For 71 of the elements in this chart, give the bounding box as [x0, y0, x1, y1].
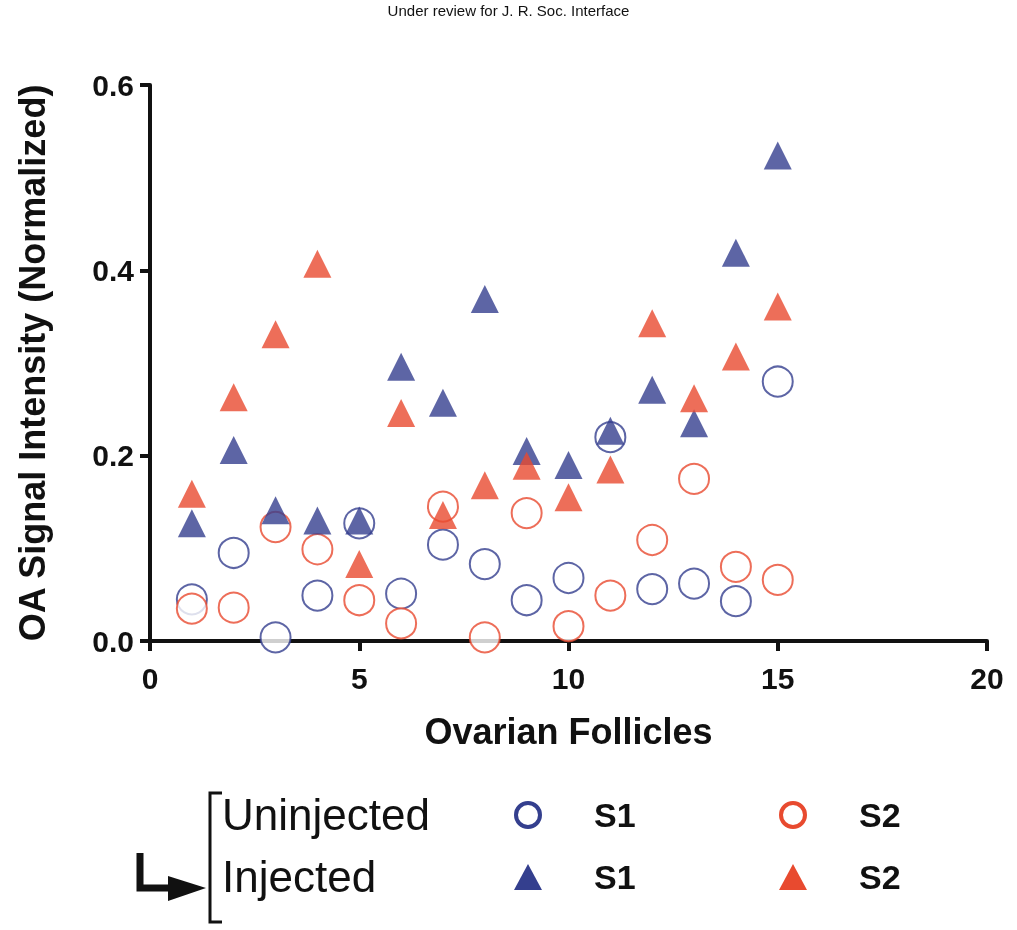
point: [428, 388, 457, 417]
point: [678, 462, 711, 495]
x-tick-label: 10: [551, 661, 586, 695]
point: [303, 506, 332, 535]
point: [261, 320, 290, 349]
point: [303, 249, 332, 278]
point: [678, 567, 711, 600]
y-tick-label: 0.0: [92, 624, 134, 658]
point: [177, 479, 206, 508]
text: Uninjected: [222, 789, 430, 841]
point: [385, 607, 418, 640]
point: [177, 509, 206, 538]
point: [345, 550, 374, 579]
point: [219, 383, 248, 412]
point: [596, 455, 625, 484]
point: [217, 536, 250, 569]
legend-label: S2: [859, 857, 901, 898]
x-tick-label: 15: [761, 661, 795, 695]
point: [680, 409, 709, 438]
legend-label: S2: [859, 795, 901, 836]
point: [721, 238, 750, 267]
x-tick-label: 20: [970, 661, 1004, 695]
y-tick-label: 0.4: [92, 253, 135, 287]
point: [763, 292, 792, 321]
point: [636, 573, 669, 606]
point: [594, 579, 627, 612]
point: [552, 610, 585, 643]
text: Under review for J. R. Soc. Interface: [386, 2, 631, 19]
legend-label: S1: [594, 795, 636, 836]
point: [301, 579, 334, 612]
point: [719, 585, 752, 618]
point: [512, 451, 541, 480]
point: [470, 471, 499, 500]
point: [510, 584, 543, 617]
point: [761, 365, 794, 398]
point: [385, 577, 418, 610]
point: [638, 375, 667, 404]
point: [468, 621, 501, 654]
legend-label: S1: [594, 857, 636, 898]
y-axis-title: OA Signal Intensity (Normalized): [11, 84, 53, 642]
point: [426, 528, 459, 561]
point: [219, 436, 248, 465]
x-tick-label: 5: [350, 661, 368, 695]
point: [510, 497, 543, 530]
point: [301, 533, 334, 566]
point: [636, 524, 669, 556]
x-tick-label: 0: [141, 661, 159, 695]
point: [261, 496, 290, 525]
point: [554, 450, 583, 479]
y-tick-label: 0.2: [92, 439, 134, 473]
point: [217, 591, 250, 624]
point: [387, 399, 416, 428]
point: [554, 483, 583, 512]
point: [175, 592, 208, 625]
point: [470, 285, 499, 314]
point: [387, 352, 416, 381]
point: [259, 621, 292, 654]
point: [596, 416, 625, 445]
point: [721, 342, 750, 371]
y-tick-label: 0.6: [92, 68, 134, 102]
point: [343, 584, 376, 617]
point: [552, 561, 585, 594]
point: [638, 309, 667, 338]
point: [719, 550, 752, 583]
point: [761, 563, 794, 596]
point: [763, 141, 792, 170]
point: [428, 500, 457, 529]
x-axis-title: Ovarian Follicles: [424, 710, 713, 752]
text: Injected: [222, 851, 377, 903]
point: [468, 548, 501, 581]
point: [680, 384, 709, 413]
